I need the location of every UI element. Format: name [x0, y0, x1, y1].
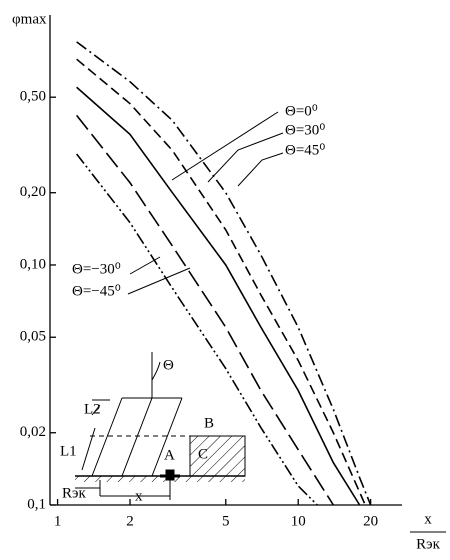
- inset-label: A: [164, 447, 175, 463]
- y-tick-label: 0,10: [20, 256, 46, 272]
- series-label: Θ=−30⁰: [72, 261, 121, 277]
- x-tick-label: 20: [363, 513, 378, 529]
- x-tick-label: 2: [126, 513, 134, 529]
- y-tick-label: 0,20: [20, 184, 46, 200]
- x-tick-label: 5: [222, 513, 230, 529]
- inset-label: C: [198, 446, 208, 462]
- inset-label: Θ: [163, 357, 174, 373]
- series-label: Θ=30⁰: [285, 122, 325, 138]
- series-line: [76, 86, 361, 506]
- series-line: [76, 58, 367, 506]
- series-label: Θ=45⁰: [285, 142, 325, 158]
- series-label: Θ=−45⁰: [72, 283, 121, 299]
- series-line: [76, 114, 335, 506]
- x-label-denominator: Rэк: [416, 536, 440, 552]
- inset-label: L2: [84, 401, 101, 417]
- y-tick-label: 0,05: [20, 329, 46, 345]
- inset-label: L1: [60, 443, 77, 459]
- y-tick-label: 0,50: [20, 89, 46, 105]
- inset-label: x: [135, 488, 143, 504]
- x-tick-label: 10: [291, 513, 306, 529]
- inset-label: Rэк: [62, 485, 86, 501]
- y-tick-label: 0,02: [20, 424, 46, 440]
- x-tick-label: 1: [54, 513, 62, 529]
- y-tick-label: 0,1: [27, 496, 46, 512]
- inset-label: B: [204, 415, 214, 431]
- x-label: x: [424, 511, 432, 527]
- y-label: φmax: [12, 11, 47, 27]
- series-label: Θ=0⁰: [285, 103, 318, 119]
- series-line: [76, 153, 318, 506]
- leaders: [127, 111, 284, 295]
- inset: [75, 352, 246, 500]
